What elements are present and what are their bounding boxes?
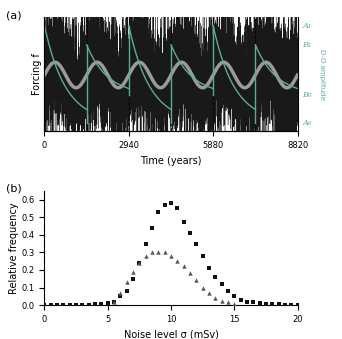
Point [194, 241, 199, 246]
Point [276, 302, 281, 307]
Point [130, 276, 136, 281]
Point [124, 288, 129, 294]
Point [118, 290, 123, 296]
Point [118, 294, 123, 299]
Text: (b): (b) [6, 184, 22, 194]
Point [137, 260, 142, 265]
Point [219, 281, 224, 287]
Point [200, 285, 205, 290]
Point [124, 280, 129, 285]
Point [263, 301, 269, 306]
Point [143, 241, 148, 246]
Point [225, 288, 231, 294]
Point [232, 301, 237, 306]
Point [206, 265, 212, 271]
Point [187, 271, 193, 276]
Point [175, 206, 180, 211]
Point [48, 302, 53, 308]
Point [143, 253, 148, 259]
Y-axis label: D-O amplitude: D-O amplitude [319, 49, 325, 100]
Point [156, 209, 161, 215]
Point [175, 258, 180, 264]
Point [137, 260, 142, 265]
Point [92, 301, 98, 307]
Point [54, 302, 60, 308]
Point [42, 302, 47, 308]
Point [61, 302, 66, 308]
Point [282, 302, 288, 307]
Point [86, 302, 92, 308]
Point [80, 302, 85, 308]
Point [187, 230, 193, 236]
Point [269, 301, 275, 307]
Point [111, 299, 117, 304]
Point [162, 202, 168, 207]
Point [67, 302, 73, 308]
Point [250, 300, 256, 305]
Text: A₀: A₀ [303, 119, 312, 126]
Point [213, 274, 218, 280]
Point [213, 295, 218, 301]
Text: B₁: B₁ [303, 41, 312, 49]
Point [200, 253, 205, 259]
Point [289, 302, 294, 307]
Point [168, 253, 174, 259]
X-axis label: Time (years): Time (years) [140, 156, 202, 165]
Point [181, 220, 186, 225]
Point [194, 278, 199, 283]
Point [156, 250, 161, 255]
Text: A₁: A₁ [303, 22, 312, 29]
Point [111, 299, 117, 304]
Point [257, 301, 262, 306]
Point [162, 250, 168, 255]
Point [295, 302, 300, 307]
Point [149, 250, 155, 255]
Y-axis label: Relative frequency: Relative frequency [9, 202, 19, 294]
Text: (a): (a) [6, 10, 22, 20]
Point [206, 290, 212, 296]
Point [98, 301, 104, 307]
Point [238, 297, 244, 302]
Point [130, 269, 136, 274]
Point [168, 200, 174, 206]
Point [219, 298, 224, 303]
Point [225, 300, 231, 305]
Point [244, 299, 250, 304]
Point [73, 302, 79, 308]
Y-axis label: Forcing f: Forcing f [32, 53, 42, 95]
Point [105, 301, 110, 306]
Text: B₀: B₀ [303, 91, 312, 99]
X-axis label: Noise level σ (mSv): Noise level σ (mSv) [123, 330, 219, 339]
Point [232, 294, 237, 299]
Point [149, 225, 155, 231]
Point [181, 264, 186, 269]
